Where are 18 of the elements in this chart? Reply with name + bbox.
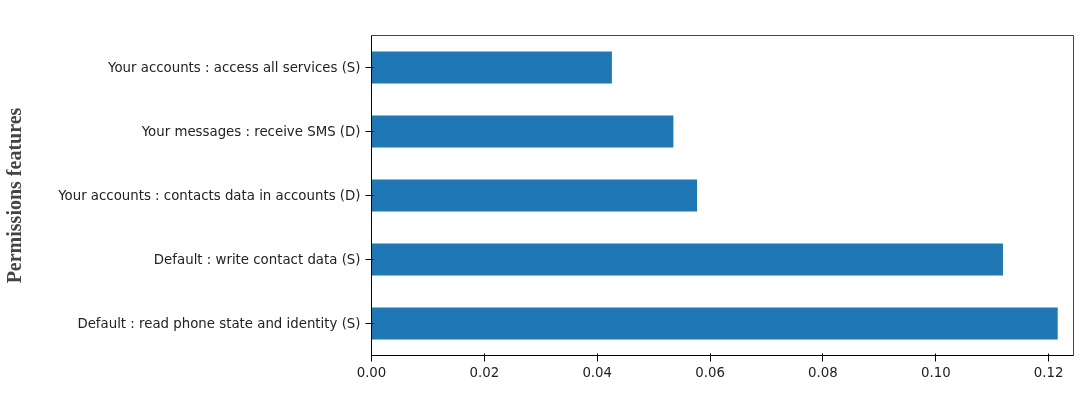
y-tick-label: Your messages : receive SMS (D): [140, 124, 361, 139]
x-tick-label: 0.06: [695, 364, 725, 380]
x-tick-label: 0.04: [582, 364, 613, 380]
y-tick-label: Your accounts : access all services (S): [107, 60, 361, 75]
y-axis-title: Permissions features: [3, 107, 26, 284]
x-tick-label: 0.02: [469, 364, 500, 380]
bar: [371, 243, 1003, 276]
x-tick-label: 0.08: [808, 364, 838, 380]
x-tick-label: 0.10: [920, 364, 951, 380]
y-tick-label: Your accounts : contacts data in accounts (D): [57, 188, 361, 203]
bar: [371, 179, 698, 212]
x-tick-label: 0.12: [1033, 364, 1064, 380]
bar: [371, 307, 1058, 340]
x-tick-label: 0.00: [356, 364, 387, 380]
y-tick-label: Default : write contact data (S): [153, 252, 361, 267]
bar: [371, 51, 612, 84]
y-tick-label: Default : read phone state and identity (S): [77, 316, 361, 331]
bar: [371, 115, 674, 148]
